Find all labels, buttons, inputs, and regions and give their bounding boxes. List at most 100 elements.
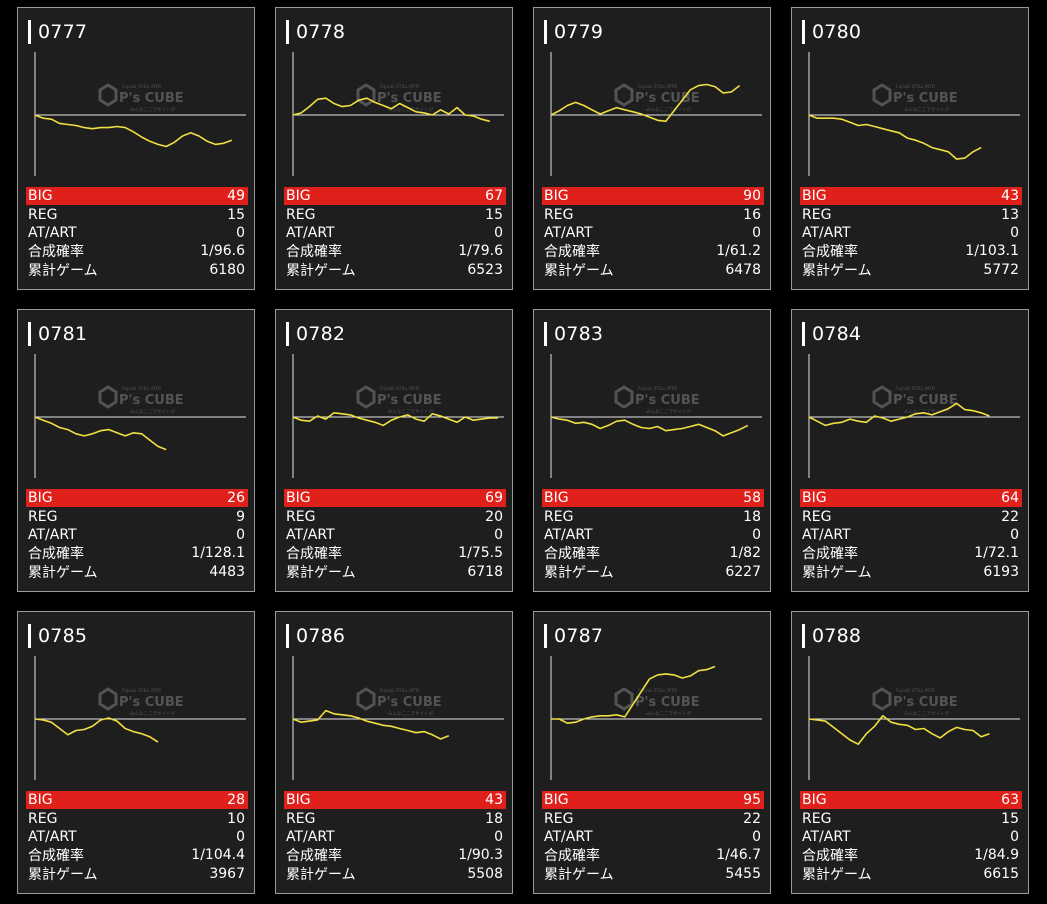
- reg-value: 22: [743, 810, 761, 827]
- games-row: 累計ゲーム 6478: [542, 261, 764, 279]
- watermark-brand: P's CUBE: [377, 695, 442, 710]
- rate-label: 合成確率: [544, 546, 600, 563]
- atart-value: 0: [494, 828, 503, 845]
- big-row: BIG 43: [800, 187, 1022, 206]
- machine-title: 0788: [802, 624, 861, 648]
- big-value: 69: [485, 490, 503, 507]
- rate-label: 合成確率: [286, 244, 342, 261]
- machine-title: 0786: [286, 624, 345, 648]
- machine-stats: BIG 58 REG 18 AT/ART 0 合成確率 1/82 累計ゲーム 6227: [542, 489, 764, 581]
- machine-card-0781[interactable]: 0781 P's CUBE Fujinki STILL MTR みんなここでサイトが B…: [17, 309, 255, 592]
- watermark-brand: P's CUBE: [119, 695, 184, 710]
- watermark-small-top: Fujinki STILL MTR: [638, 688, 677, 694]
- big-value: 90: [743, 188, 761, 205]
- watermark-small-top: Fujinki STILL MTR: [122, 688, 161, 694]
- watermark-brand: P's CUBE: [635, 393, 700, 408]
- machine-title: 0783: [544, 322, 603, 346]
- title-accent-bar: [802, 624, 805, 648]
- reg-row: REG 9: [26, 507, 248, 525]
- cube-icon: [98, 385, 118, 409]
- slump-line: [34, 114, 233, 148]
- machine-card-0783[interactable]: 0783 P's CUBE Fujinki STILL MTR みんなここでサイトが B…: [533, 309, 771, 592]
- machine-card-0788[interactable]: 0788 P's CUBE Fujinki STILL MTR みんなここでサイトが B…: [791, 611, 1029, 894]
- machine-card-0779[interactable]: 0779 P's CUBE Fujinki STILL MTR みんなここでサイトが B…: [533, 7, 771, 290]
- big-label: BIG: [802, 188, 827, 205]
- games-value: 6180: [209, 261, 245, 278]
- machine-card-0777[interactable]: 0777 P's CUBE Fujinki STILL MTR みんなここでサイトが B…: [17, 7, 255, 290]
- machine-card-0782[interactable]: 0782 P's CUBE Fujinki STILL MTR みんなここでサイトが B…: [275, 309, 513, 592]
- reg-value: 10: [227, 810, 245, 827]
- reg-row: REG 18: [542, 507, 764, 525]
- rate-label: 合成確率: [544, 848, 600, 865]
- machine-card-0784[interactable]: 0784 P's CUBE Fujinki STILL MTR みんなここでサイトが B…: [791, 309, 1029, 592]
- big-label: BIG: [544, 792, 569, 809]
- reg-value: 20: [485, 508, 503, 525]
- games-value: 6523: [467, 261, 503, 278]
- rate-value: 1/96.6: [200, 243, 245, 260]
- watermark-brand: P's CUBE: [635, 91, 700, 106]
- title-accent-bar: [28, 322, 31, 346]
- slump-line: [34, 717, 159, 743]
- big-label: BIG: [28, 490, 53, 507]
- rate-row: 合成確率 1/84.9: [800, 846, 1022, 864]
- big-row: BIG 69: [284, 489, 506, 508]
- machine-title: 0787: [544, 624, 603, 648]
- big-label: BIG: [286, 188, 311, 205]
- machine-card-0786[interactable]: 0786 P's CUBE Fujinki STILL MTR みんなここでサイトが B…: [275, 611, 513, 894]
- reg-label: REG: [286, 206, 316, 223]
- machine-title: 0777: [28, 20, 87, 44]
- games-label: 累計ゲーム: [802, 262, 872, 279]
- machine-card-0780[interactable]: 0780 P's CUBE Fujinki STILL MTR みんなここでサイトが B…: [791, 7, 1029, 290]
- slump-line: [292, 412, 498, 427]
- slump-line: [292, 97, 490, 123]
- rate-row: 合成確率 1/103.1: [800, 242, 1022, 260]
- machine-card-0778[interactable]: 0778 P's CUBE Fujinki STILL MTR みんなここでサイトが B…: [275, 7, 513, 290]
- games-row: 累計ゲーム 6193: [800, 563, 1022, 581]
- games-value: 6478: [725, 261, 761, 278]
- big-value: 64: [1001, 490, 1019, 507]
- rate-label: 合成確率: [802, 848, 858, 865]
- big-value: 28: [227, 792, 245, 809]
- games-value: 6193: [983, 563, 1019, 580]
- big-label: BIG: [802, 490, 827, 507]
- games-label: 累計ゲーム: [28, 262, 98, 279]
- atart-label: AT/ART: [28, 224, 77, 241]
- watermark-small-top: Fujinki STILL MTR: [122, 84, 161, 90]
- atart-value: 0: [752, 828, 761, 845]
- watermark-brand: P's CUBE: [377, 91, 442, 106]
- machine-number: 0780: [812, 21, 862, 43]
- games-value: 6615: [983, 865, 1019, 882]
- machine-card-0787[interactable]: 0787 P's CUBE Fujinki STILL MTR みんなここでサイトが B…: [533, 611, 771, 894]
- big-row: BIG 95: [542, 791, 764, 810]
- reg-row: REG 22: [542, 809, 764, 827]
- machine-number: 0785: [38, 625, 88, 647]
- watermark-small-bottom: みんなここでサイトが: [646, 710, 691, 717]
- rate-row: 合成確率 1/79.6: [284, 242, 506, 260]
- cube-icon: [98, 687, 118, 711]
- atart-value: 0: [494, 224, 503, 241]
- big-row: BIG 67: [284, 187, 506, 206]
- atart-label: AT/ART: [28, 828, 77, 845]
- atart-row: AT/ART 0: [800, 526, 1022, 544]
- big-value: 43: [1001, 188, 1019, 205]
- machine-stats: BIG 90 REG 16 AT/ART 0 合成確率 1/61.2 累計ゲーム 6478: [542, 187, 764, 279]
- title-accent-bar: [28, 624, 31, 648]
- rate-row: 合成確率 1/82: [542, 544, 764, 562]
- machine-card-0785[interactable]: 0785 P's CUBE Fujinki STILL MTR みんなここでサイトが B…: [17, 611, 255, 894]
- machine-stats: BIG 67 REG 15 AT/ART 0 合成確率 1/79.6 累計ゲーム 6523: [284, 187, 506, 279]
- cube-icon: [872, 687, 892, 711]
- big-label: BIG: [28, 792, 53, 809]
- atart-row: AT/ART 0: [800, 224, 1022, 242]
- big-value: 63: [1001, 792, 1019, 809]
- atart-row: AT/ART 0: [284, 224, 506, 242]
- reg-row: REG 15: [26, 205, 248, 223]
- title-accent-bar: [286, 624, 289, 648]
